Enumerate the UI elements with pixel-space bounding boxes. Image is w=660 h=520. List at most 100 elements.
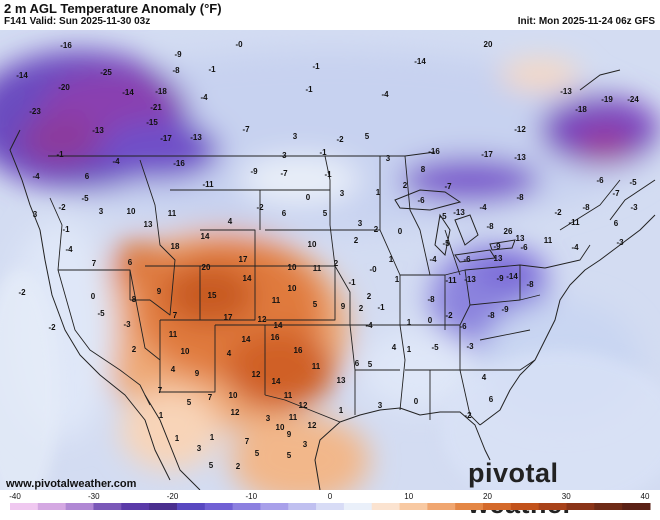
anomaly-value: -1 <box>208 65 216 74</box>
temperature-anomaly-map: -16-14-20-25-14 -18-21-15-23-13-17 -13-7-9… <box>0 30 660 490</box>
anomaly-value: 5 <box>313 300 318 309</box>
colorbar-swatch <box>176 503 206 510</box>
anomaly-value: -2 <box>256 203 264 212</box>
anomaly-value: -6 <box>520 243 528 252</box>
colorbar-tick-label: 10 <box>404 492 413 501</box>
anomaly-value: 0 <box>306 193 311 202</box>
anomaly-value: -24 <box>627 95 639 104</box>
anomaly-value: 5 <box>365 132 370 141</box>
anomaly-value: -9 <box>174 50 182 59</box>
coastlines <box>9 69 656 490</box>
anomaly-value: 12 <box>308 421 317 430</box>
anomaly-value: 3 <box>33 210 38 219</box>
colorbar-swatch <box>260 503 289 510</box>
anomaly-value: -5 <box>439 212 447 221</box>
anomaly-value: -5 <box>81 194 89 203</box>
anomaly-value: -9 <box>496 274 504 283</box>
anomaly-value: 1 <box>339 406 344 415</box>
anomaly-value: -8 <box>582 203 590 212</box>
anomaly-value: 9 <box>157 287 162 296</box>
anomaly-value: 20 <box>202 263 211 272</box>
anomaly-value: 10 <box>181 347 190 356</box>
anomaly-value: -5 <box>629 178 637 187</box>
anomaly-value: 3 <box>197 444 202 453</box>
valid-time: F141 Valid: Sun 2025-11-30 03z <box>4 16 151 27</box>
anomaly-value: 14 <box>243 274 252 283</box>
anomaly-value: 16 <box>294 346 303 355</box>
anomaly-value: 3 <box>358 219 363 228</box>
anomaly-value: 4 <box>227 349 232 358</box>
colorbar-tick-label: 30 <box>562 492 571 501</box>
anomaly-value: 11 <box>169 330 178 339</box>
anomaly-value: 8 <box>421 165 426 174</box>
anomaly-value: -13 <box>514 153 526 162</box>
anomaly-value: 5 <box>209 461 214 470</box>
anomaly-value: 4 <box>171 365 176 374</box>
colorbar-tick-label: 0 <box>328 492 333 501</box>
anomaly-value: 11 <box>289 413 298 422</box>
anomaly-value: -4 <box>112 157 120 166</box>
anomaly-value: 10 <box>229 391 238 400</box>
anomaly-value: 3 <box>386 154 391 163</box>
anomaly-value: -3 <box>123 320 131 329</box>
colorbar-swatch <box>204 503 234 510</box>
anomaly-value: -11 <box>202 180 214 189</box>
colorbar-swatch <box>427 503 456 510</box>
anomaly-value: -1 <box>324 170 332 179</box>
header-bar: 2 m AGL Temperature Anomaly (°F) F141 Va… <box>0 0 660 30</box>
anomaly-value: -8 <box>172 66 180 75</box>
anomaly-value: 7 <box>92 259 97 268</box>
anomaly-value: 1 <box>210 433 215 442</box>
colorbar-tick-label: -10 <box>245 492 257 501</box>
anomaly-value: 10 <box>288 284 297 293</box>
anomaly-value: 3 <box>303 440 308 449</box>
anomaly-value: -5 <box>442 239 450 248</box>
colorbar-swatch <box>594 503 623 510</box>
anomaly-value: -8 <box>486 222 494 231</box>
anomaly-value: 13 <box>494 254 503 263</box>
website-url: www.pivotalweather.com <box>6 478 137 490</box>
anomaly-value: 2 <box>359 304 364 313</box>
anomaly-value: -3 <box>279 151 287 160</box>
anomaly-value: 15 <box>208 291 217 300</box>
anomaly-value: -15 <box>146 118 158 127</box>
anomaly-value: 9 <box>195 369 200 378</box>
anomaly-value: 6 <box>489 395 494 404</box>
anomaly-value: -8 <box>487 311 495 320</box>
colorbar-swatch <box>149 503 178 510</box>
anomaly-value: 17 <box>224 313 233 322</box>
colorbar-swatch <box>10 503 39 510</box>
anomaly-value: -19 <box>601 95 613 104</box>
anomaly-value: -1 <box>312 62 320 71</box>
anomaly-value: 13 <box>337 376 346 385</box>
anomaly-value: -1 <box>348 278 356 287</box>
anomaly-value: 9 <box>287 430 292 439</box>
anomaly-value: 1 <box>407 318 412 327</box>
anomaly-value: -3 <box>466 342 474 351</box>
anomaly-value: -7 <box>612 189 620 198</box>
anomaly-value: 26 <box>504 227 513 236</box>
colorbar-swatch <box>37 503 67 510</box>
anomaly-value: 11 <box>272 296 281 305</box>
anomaly-value: 1 <box>407 345 412 354</box>
anomaly-value: -16 <box>60 41 72 50</box>
colorbar-tick-label: -20 <box>167 492 179 501</box>
anomaly-value: 7 <box>173 311 178 320</box>
anomaly-value: -5 <box>97 309 105 318</box>
anomaly-value: -25 <box>100 68 112 77</box>
anomaly-value: -8 <box>427 295 435 304</box>
colorbar-swatch <box>93 503 122 510</box>
anomaly-value: -3 <box>630 203 638 212</box>
anomaly-value: 4 <box>392 343 397 352</box>
anomaly-value: 11 <box>168 209 177 218</box>
anomaly-value: -17 <box>481 150 493 159</box>
anomaly-value: 3 <box>340 189 345 198</box>
anomaly-value: 1 <box>376 188 381 197</box>
colorbar: -40 -30 -20 -10 0 10 20 30 40 <box>0 490 660 510</box>
anomaly-value: 7 <box>245 437 250 446</box>
anomaly-value: -4 <box>200 93 208 102</box>
anomaly-value: -6 <box>596 176 604 185</box>
colorbar-tick-label: -40 <box>9 492 21 501</box>
map-title: 2 m AGL Temperature Anomaly (°F) <box>4 1 222 16</box>
anomaly-value: -2 <box>554 208 562 217</box>
